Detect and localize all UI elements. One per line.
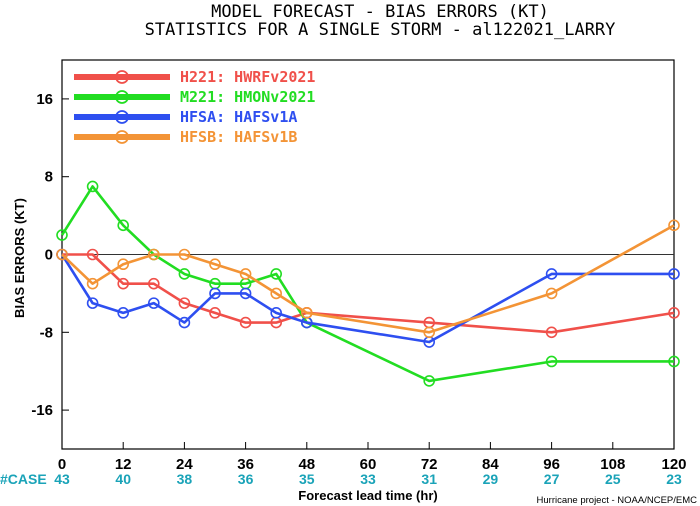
data-point — [239, 268, 252, 280]
data-point — [86, 297, 99, 309]
x-tick-label: 36 — [237, 456, 254, 473]
legend-label: HFSB: HAFSv1B — [180, 128, 297, 146]
x-tick-label: 60 — [360, 456, 377, 473]
case-count: 43 — [54, 471, 70, 487]
x-tick-label: 12 — [115, 456, 132, 473]
data-point — [178, 297, 191, 309]
case-count: 27 — [544, 471, 560, 487]
data-point — [56, 229, 68, 241]
data-point — [209, 287, 221, 300]
data-point — [209, 258, 221, 271]
x-tick-label: 0 — [58, 456, 66, 473]
legend-marker — [115, 70, 129, 84]
legend-label: H221: HWRFv2021 — [180, 68, 315, 86]
series-layer — [56, 180, 680, 387]
data-point — [239, 287, 252, 300]
data-point — [209, 307, 221, 319]
y-axis-ticks: -16 -8 0 8 16 — [31, 91, 69, 419]
data-point — [270, 287, 283, 300]
series-line — [62, 253, 675, 334]
y-tick-label: 0 — [45, 247, 53, 264]
data-point — [300, 307, 313, 319]
series-group — [56, 219, 680, 339]
case-label: #CASE — [0, 471, 47, 487]
legend-marker — [115, 110, 129, 124]
series-group — [56, 248, 680, 339]
case-counts: 43 40 38 36 35 33 31 29 27 25 23 — [54, 471, 682, 487]
data-point — [239, 316, 252, 329]
series-line — [60, 185, 674, 383]
y-tick-label: 16 — [36, 91, 53, 108]
data-point — [86, 277, 99, 290]
data-point — [545, 355, 558, 368]
data-point — [148, 248, 160, 261]
data-point — [117, 219, 129, 232]
data-point — [545, 326, 558, 339]
data-point — [148, 297, 160, 309]
legend-marker — [115, 90, 129, 104]
x-axis-label: Forecast lead time (hr) — [298, 488, 437, 503]
data-point — [270, 268, 283, 280]
x-tick-label: 24 — [176, 456, 193, 473]
y-tick-label: 8 — [45, 169, 53, 186]
legend: H221: HWRFv2021 M221: HMONv2021 HFSA: HAFS… — [74, 68, 315, 146]
legend-marker — [115, 130, 129, 144]
x-tick-label: 120 — [661, 456, 686, 473]
data-point — [178, 248, 191, 261]
data-point — [178, 316, 191, 329]
case-count: 40 — [115, 471, 131, 487]
case-count: 25 — [605, 471, 621, 487]
x-tick-label: 72 — [421, 456, 438, 473]
legend-label: HFSA: HAFSv1A — [180, 108, 297, 126]
data-point — [668, 307, 680, 319]
data-point — [668, 268, 680, 280]
data-point — [117, 258, 129, 271]
data-point — [117, 277, 129, 290]
x-axis-ticks: 0 12 24 36 48 60 72 84 96 108 120 — [58, 442, 687, 473]
case-count: 38 — [177, 471, 193, 487]
data-point — [668, 219, 680, 232]
data-point — [545, 287, 558, 300]
case-count: 23 — [666, 471, 682, 487]
legend-label: M221: HMONv2021 — [180, 88, 315, 106]
data-point — [668, 355, 680, 368]
data-point — [423, 375, 436, 387]
series-group — [56, 180, 680, 387]
data-point — [86, 180, 99, 193]
chart-title: MODEL FORECAST - BIAS ERRORS (KT) — [211, 2, 549, 22]
case-count: 33 — [360, 471, 376, 487]
case-count: 35 — [299, 471, 315, 487]
case-count: 29 — [483, 471, 499, 487]
x-tick-label: 84 — [482, 456, 499, 473]
series-line — [61, 224, 675, 334]
data-point — [56, 248, 68, 261]
data-point — [148, 277, 160, 290]
credit-text: Hurricane project - NOAA/NCEP/EMC — [537, 495, 698, 506]
y-axis-label: BIAS ERRORS (KT) — [12, 198, 27, 318]
data-point — [86, 248, 99, 261]
data-point — [270, 307, 283, 319]
y-tick-label: -8 — [40, 324, 53, 341]
series-group — [56, 248, 680, 348]
x-tick-label: 48 — [298, 456, 315, 473]
x-tick-label: 96 — [543, 456, 560, 473]
data-point — [423, 326, 436, 339]
case-count: 31 — [421, 471, 437, 487]
y-tick-label: -16 — [31, 402, 53, 419]
data-point — [117, 307, 129, 319]
chart-subtitle: STATISTICS FOR A SINGLE STORM - al122021… — [145, 20, 616, 40]
x-tick-label: 108 — [600, 456, 625, 473]
data-point — [545, 268, 558, 280]
case-count: 36 — [238, 471, 254, 487]
data-point — [178, 268, 191, 280]
